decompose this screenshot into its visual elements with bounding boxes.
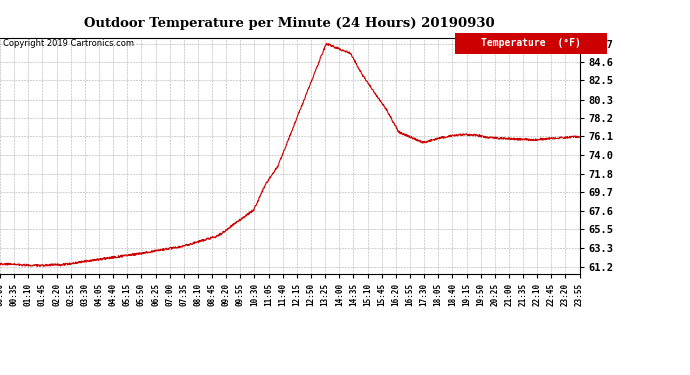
Temperature  (°F) xyxy=(125,252,133,257)
Temperature  (°F) xyxy=(507,137,515,142)
Temperature  (°F) xyxy=(575,135,584,140)
Text: Outdoor Temperature per Minute (24 Hours) 20190930: Outdoor Temperature per Minute (24 Hours… xyxy=(84,17,495,30)
Temperature  (°F) xyxy=(380,105,388,109)
Line: Temperature  (°F): Temperature (°F) xyxy=(0,43,580,266)
Temperature  (°F) xyxy=(0,263,4,267)
Text: Temperature  (°F): Temperature (°F) xyxy=(482,39,581,48)
Temperature  (°F) xyxy=(111,254,119,259)
Text: Copyright 2019 Cartronics.com: Copyright 2019 Cartronics.com xyxy=(3,39,135,48)
Temperature  (°F) xyxy=(322,41,331,45)
Temperature  (°F) xyxy=(456,132,464,136)
Temperature  (°F) xyxy=(33,264,41,268)
Temperature  (°F) xyxy=(190,241,198,246)
